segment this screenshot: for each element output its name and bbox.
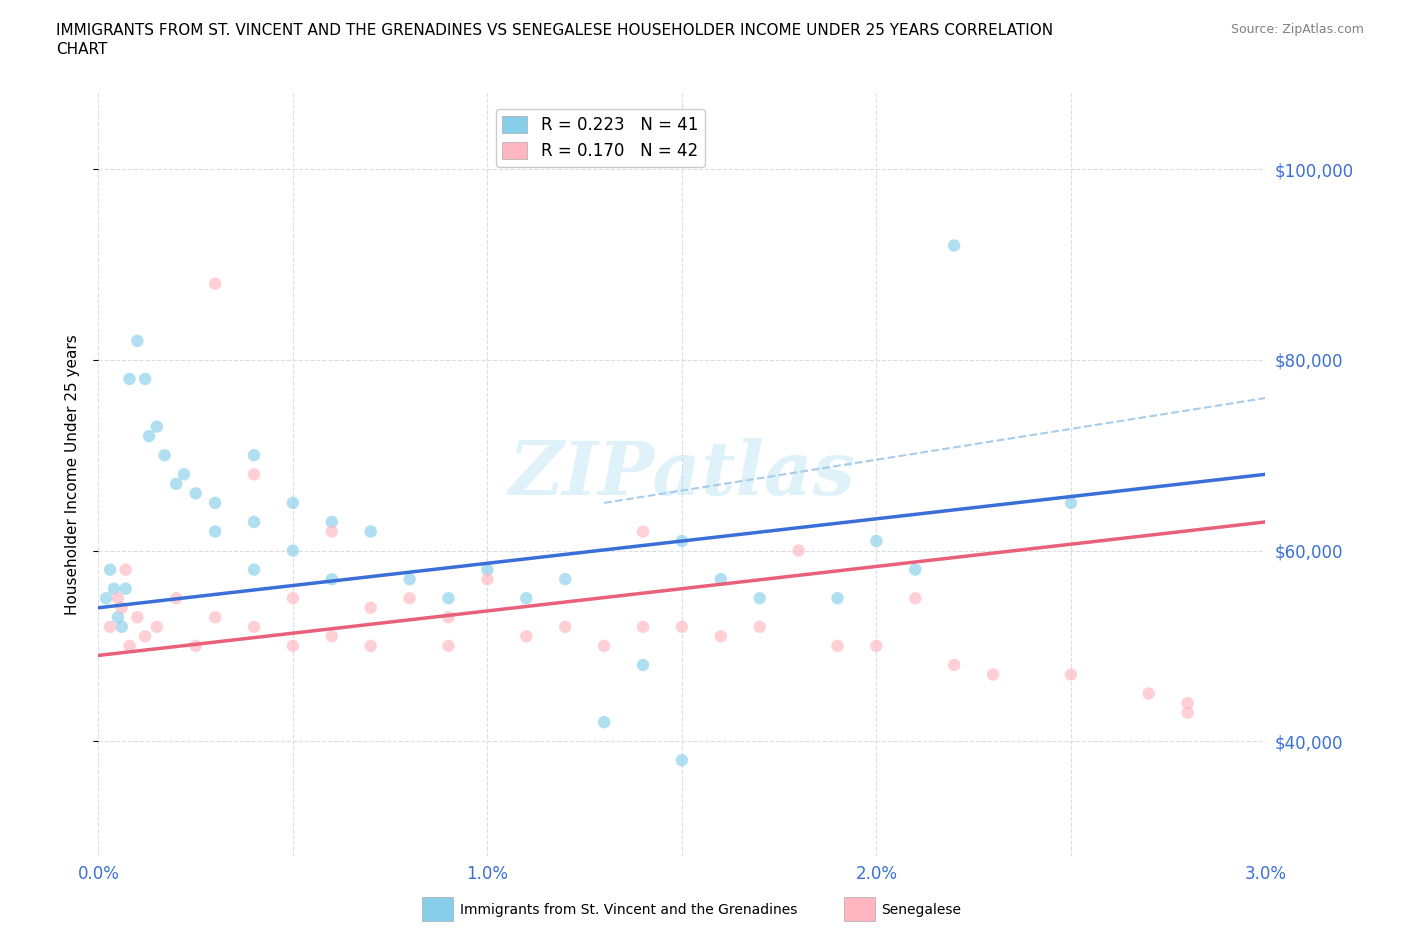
Point (943, 238, 966, 253)
Point (631, 658, 654, 672)
Text: Senegalese: Senegalese (882, 902, 962, 917)
Point (165, 476, 187, 491)
Point (103, 581, 125, 596)
Point (138, 429, 160, 444)
Point (146, 419, 169, 434)
Point (165, 591, 187, 605)
Point (127, 334, 149, 349)
Point (515, 629, 537, 644)
Point (515, 591, 537, 605)
Point (321, 629, 343, 644)
Text: CHART: CHART (56, 42, 108, 57)
Point (943, 658, 966, 672)
Point (111, 601, 134, 616)
Point (865, 534, 887, 549)
Point (184, 639, 207, 654)
Point (710, 572, 733, 587)
Point (360, 601, 382, 616)
Point (173, 467, 195, 482)
Point (281, 543, 304, 558)
Legend: R = 0.223   N = 41, R = 0.170   N = 42: R = 0.223 N = 41, R = 0.170 N = 42 (496, 109, 704, 167)
Point (865, 639, 887, 654)
Text: Immigrants from St. Vincent and the Grenadines: Immigrants from St. Vincent and the Gren… (460, 902, 797, 917)
Point (281, 639, 304, 654)
Point (437, 610, 460, 625)
Point (360, 524, 382, 538)
Point (204, 276, 226, 291)
Point (1060, 667, 1083, 682)
Point (398, 572, 420, 587)
Point (107, 610, 129, 625)
Point (153, 448, 176, 463)
Point (96, 591, 118, 605)
Point (593, 714, 616, 729)
Point (360, 639, 382, 654)
Point (1177, 696, 1199, 711)
Point (398, 591, 420, 605)
Point (1060, 496, 1083, 511)
Point (671, 619, 693, 634)
Point (827, 639, 849, 654)
Point (437, 639, 460, 654)
Point (243, 619, 266, 634)
Point (437, 591, 460, 605)
Point (904, 591, 927, 605)
Point (631, 619, 654, 634)
Point (593, 639, 616, 654)
Point (114, 562, 136, 577)
Point (281, 496, 304, 511)
Point (904, 562, 927, 577)
Point (111, 619, 134, 634)
Point (1177, 705, 1199, 720)
Point (671, 534, 693, 549)
Point (321, 524, 343, 538)
Point (184, 485, 207, 500)
Point (981, 667, 1004, 682)
Point (204, 496, 226, 511)
Point (134, 371, 156, 387)
Point (204, 610, 226, 625)
Point (127, 610, 149, 625)
Point (107, 591, 129, 605)
Point (118, 371, 141, 387)
Point (114, 581, 136, 596)
Point (281, 591, 304, 605)
Point (243, 448, 266, 463)
Bar (422, 897, 453, 921)
Point (98, 619, 121, 634)
Point (787, 543, 810, 558)
Text: Source: ZipAtlas.com: Source: ZipAtlas.com (1230, 23, 1364, 36)
Point (477, 562, 499, 577)
Point (146, 619, 169, 634)
Point (748, 591, 770, 605)
Point (321, 572, 343, 587)
Point (243, 467, 266, 482)
Point (134, 629, 156, 644)
Text: IMMIGRANTS FROM ST. VINCENT AND THE GRENADINES VS SENEGALESE HOUSEHOLDER INCOME : IMMIGRANTS FROM ST. VINCENT AND THE GREN… (56, 23, 1053, 38)
Point (631, 524, 654, 538)
Point (204, 524, 226, 538)
Bar (844, 897, 875, 921)
Point (1137, 686, 1160, 701)
Point (827, 591, 849, 605)
Y-axis label: Householder Income Under 25 years: Householder Income Under 25 years (65, 334, 80, 615)
Point (243, 514, 266, 529)
Point (243, 562, 266, 577)
Point (554, 572, 576, 587)
Text: ZIPatlas: ZIPatlas (509, 438, 855, 511)
Point (118, 639, 141, 654)
Point (554, 619, 576, 634)
Point (710, 629, 733, 644)
Point (321, 514, 343, 529)
Point (748, 619, 770, 634)
Point (671, 753, 693, 768)
Point (98, 562, 121, 577)
Point (477, 572, 499, 587)
